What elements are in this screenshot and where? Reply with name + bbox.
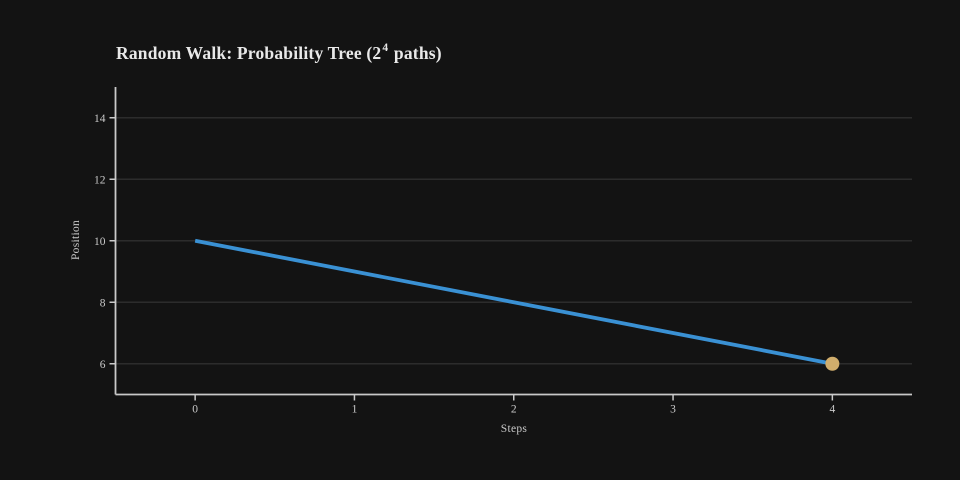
gridlines: [115, 117, 912, 365]
y-tick-label-14: 14: [94, 113, 106, 125]
chart-title: Random Walk: Probability Tree (24 paths): [116, 41, 442, 64]
x-tick-label-0: 0: [192, 404, 198, 416]
chart-title-prefix: Random Walk: Probability Tree (2: [116, 43, 382, 63]
x-tick-label-3: 3: [670, 404, 676, 416]
x-tick-label-1: 1: [352, 404, 358, 416]
tick-marks: [109, 117, 834, 401]
x-tick-label-4: 4: [829, 404, 835, 416]
x-tick-label-2: 2: [511, 404, 517, 416]
end-point-marker: [825, 356, 840, 371]
data-series: [194, 238, 840, 371]
chart-title-suffix: paths): [389, 43, 442, 63]
y-tick-label-10: 10: [94, 236, 106, 248]
y-tick-label-12: 12: [94, 174, 106, 186]
x-axis-label: Steps: [500, 423, 528, 435]
y-tick-label-6: 6: [100, 359, 106, 371]
y-tick-label-8: 8: [100, 297, 106, 309]
chart-title-superscript: 4: [382, 41, 389, 54]
series-line-walk-path: [194, 238, 833, 366]
